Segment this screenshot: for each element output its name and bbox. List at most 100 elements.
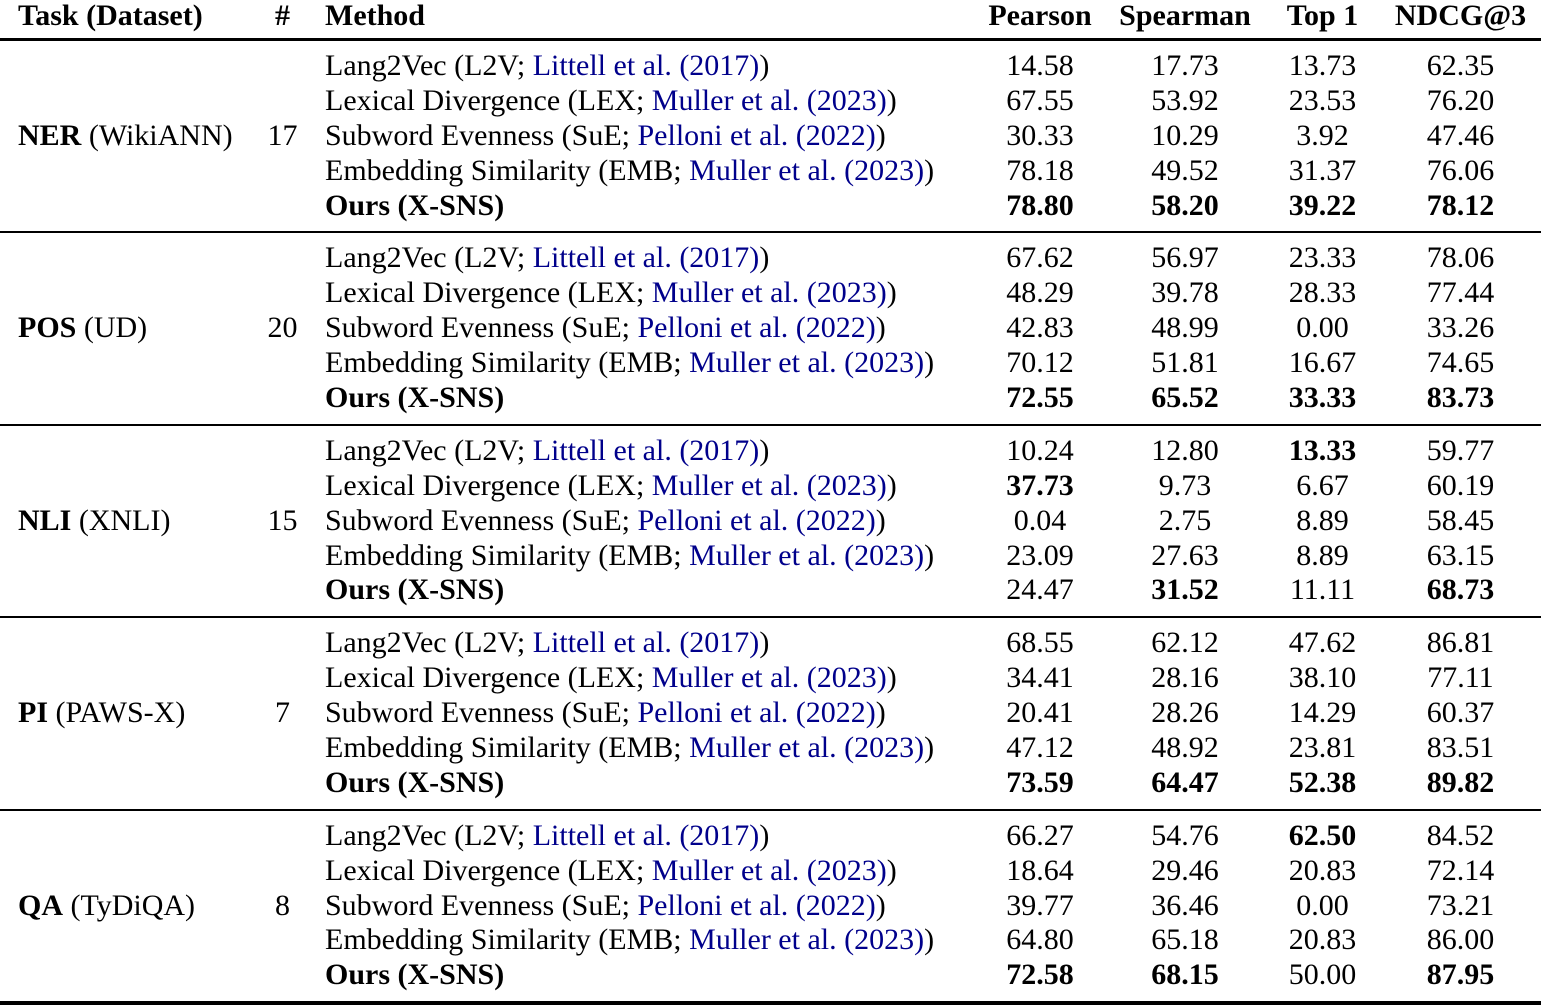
language-count: 15 — [267, 503, 298, 537]
metric-value: 66.27 — [1006, 818, 1074, 852]
metric-value: 49.52 — [1151, 153, 1219, 187]
language-count: 7 — [275, 696, 290, 730]
method-label: Embedding Similarity (EMB; Muller et al.… — [310, 731, 975, 766]
method-label: Ours (X-SNS) — [310, 573, 975, 608]
metric-value: 89.82 — [1426, 765, 1495, 799]
method-text: Subword Evenness (SuE; — [325, 503, 638, 537]
method-text-close: ) — [886, 853, 897, 887]
method-text: Lang2Vec (L2V; — [325, 626, 533, 660]
citation-link[interactable]: Muller et al. (2023) — [689, 153, 925, 187]
metric-value: 29.46 — [1151, 853, 1219, 887]
citation-link[interactable]: Pelloni et al. (2022) — [637, 888, 876, 922]
metric-value: 13.33 — [1288, 433, 1357, 467]
metric-value: 23.81 — [1288, 731, 1357, 765]
method-label: Lang2Vec (L2V; Littell et al. (2017)) — [310, 49, 975, 84]
method-label: Lang2Vec (L2V; Littell et al. (2017)) — [310, 819, 975, 854]
metric-value: 17.73 — [1151, 49, 1219, 82]
dataset-name: (UD) — [76, 311, 148, 345]
citation-link[interactable]: Muller et al. (2023) — [689, 346, 925, 380]
metric-value: 74.65 — [1426, 346, 1495, 380]
method-text-close: ) — [886, 661, 897, 695]
task-group-pos: POS (UD) 20 Lang2Vec (L2V; Littell et al. … — [0, 233, 1541, 426]
citation-link[interactable]: Littell et al. (2017) — [532, 241, 760, 275]
method-label: Subword Evenness (SuE; Pelloni et al. (2… — [310, 696, 975, 731]
metric-value: 8.89 — [1296, 538, 1349, 572]
metric-value: 64.80 — [1006, 923, 1074, 957]
method-label: Lang2Vec (L2V; Littell et al. (2017)) — [310, 241, 975, 276]
citation-link[interactable]: Littell et al. (2017) — [532, 49, 760, 82]
method-text-close: ) — [875, 311, 886, 345]
citation-link[interactable]: Muller et al. (2023) — [689, 731, 925, 765]
metric-value: 73.21 — [1426, 888, 1495, 922]
task-group-pi: PI (PAWS-X) 7 Lang2Vec (L2V; Littell et al… — [0, 618, 1541, 811]
citation-link[interactable]: Muller et al. (2023) — [651, 853, 887, 887]
metric-value: 9.73 — [1158, 468, 1212, 502]
metric-value: 23.33 — [1288, 241, 1357, 275]
metric-value: 0.04 — [1013, 503, 1067, 537]
metric-value: 58.45 — [1426, 503, 1495, 537]
citation-link[interactable]: Pelloni et al. (2022) — [637, 696, 876, 730]
citation-link[interactable]: Muller et al. (2023) — [689, 923, 925, 957]
dataset-name: (WikiANN) — [81, 118, 233, 152]
metric-value: 58.20 — [1151, 188, 1219, 222]
method-text-close: ) — [759, 626, 770, 660]
metric-value: 36.46 — [1151, 888, 1219, 922]
method-text: Embedding Similarity (EMB; — [325, 923, 690, 957]
citation-link[interactable]: Pelloni et al. (2022) — [637, 311, 876, 345]
metric-value: 30.33 — [1006, 118, 1074, 152]
metric-value: 78.12 — [1426, 188, 1495, 222]
metric-value: 72.14 — [1426, 853, 1495, 887]
metric-value: 60.37 — [1426, 696, 1495, 730]
method-text: Subword Evenness (SuE; — [325, 888, 638, 922]
method-text-close: ) — [924, 346, 935, 380]
citation-link[interactable]: Littell et al. (2017) — [532, 626, 760, 660]
metric-value: 10.29 — [1151, 118, 1219, 152]
metric-value: 63.15 — [1426, 538, 1495, 572]
method-label: Lang2Vec (L2V; Littell et al. (2017)) — [310, 434, 975, 469]
metric-value: 20.83 — [1288, 853, 1357, 887]
metric-value: 0.00 — [1296, 888, 1349, 922]
citation-link[interactable]: Muller et al. (2023) — [651, 276, 887, 310]
citation-link[interactable]: Littell et al. (2017) — [532, 433, 760, 467]
metric-value: 48.29 — [1006, 276, 1074, 310]
metric-value: 18.64 — [1006, 853, 1074, 887]
language-count: 8 — [275, 888, 290, 922]
table-body: NER (WikiANN) 17 Lang2Vec (L2V; Littell et… — [0, 41, 1541, 1006]
task-cell: NLI (XNLI) — [0, 504, 255, 539]
method-text: Embedding Similarity (EMB; — [325, 153, 690, 187]
metric-value: 78.06 — [1426, 241, 1495, 275]
metric-value: 77.11 — [1427, 661, 1494, 695]
table-header: Task (Dataset) # Method Pearson Spearman… — [0, 0, 1541, 41]
column-header-ndcg3: NDCG@3 — [1394, 0, 1527, 32]
metric-value: 62.50 — [1288, 818, 1357, 852]
metric-value: 67.55 — [1006, 83, 1074, 117]
citation-link[interactable]: Littell et al. (2017) — [532, 818, 760, 852]
task-cell: POS (UD) — [0, 311, 255, 346]
method-label: Ours (X-SNS) — [310, 189, 975, 224]
metric-value: 51.81 — [1151, 346, 1219, 380]
citation-link[interactable]: Muller et al. (2023) — [651, 83, 887, 117]
method-label: Embedding Similarity (EMB; Muller et al.… — [310, 346, 975, 381]
method-label: Lexical Divergence (LEX; Muller et al. (… — [310, 854, 975, 889]
metric-value: 72.58 — [1006, 958, 1074, 992]
method-text: Ours (X-SNS) — [325, 765, 505, 799]
citation-link[interactable]: Muller et al. (2023) — [651, 468, 887, 502]
citation-link[interactable]: Pelloni et al. (2022) — [637, 503, 876, 537]
task-name: NLI — [18, 503, 72, 537]
citation-link[interactable]: Muller et al. (2023) — [651, 661, 887, 695]
method-text-close: ) — [759, 49, 770, 82]
metric-value: 23.53 — [1288, 83, 1357, 117]
metric-value: 28.26 — [1151, 696, 1219, 730]
method-text: Ours (X-SNS) — [325, 188, 505, 222]
metric-value: 47.46 — [1426, 118, 1495, 152]
citation-link[interactable]: Muller et al. (2023) — [689, 538, 925, 572]
citation-link[interactable]: Pelloni et al. (2022) — [637, 118, 876, 152]
metric-value: 56.97 — [1151, 241, 1219, 275]
metric-value: 48.92 — [1151, 731, 1219, 765]
metric-value: 52.38 — [1288, 765, 1357, 799]
method-label: Lexical Divergence (LEX; Muller et al. (… — [310, 469, 975, 504]
method-text: Subword Evenness (SuE; — [325, 696, 638, 730]
method-text: Lexical Divergence (LEX; — [325, 83, 652, 117]
metric-value: 28.33 — [1288, 276, 1357, 310]
